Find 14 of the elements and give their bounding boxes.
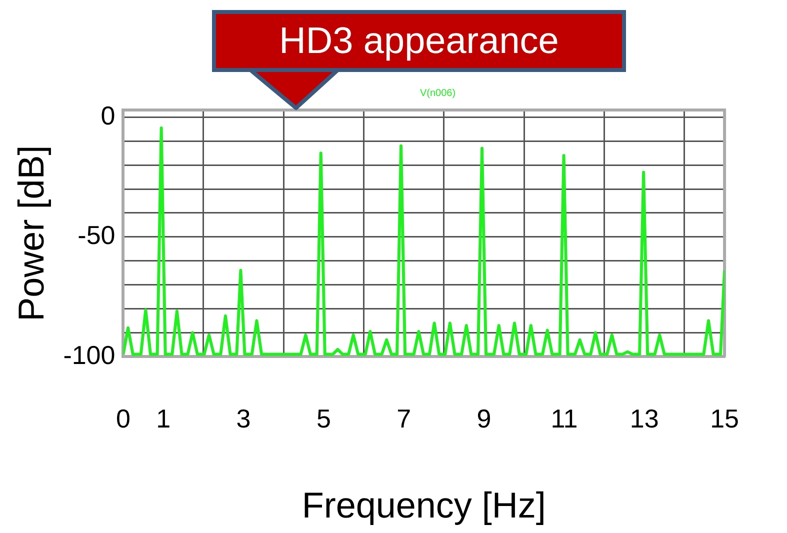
x-tick-label: 1 <box>156 403 171 434</box>
x-tick-label: 11 <box>550 403 578 434</box>
x-tick-label: 5 <box>316 403 331 434</box>
x-tick-label: 9 <box>476 403 492 434</box>
y-axis-title: Power [dB] <box>10 145 52 322</box>
x-tick-label: 7 <box>396 403 412 434</box>
text: V(n006) <box>420 88 456 99</box>
x-tick-label: 13 <box>630 403 659 434</box>
x-tick-label: 15 <box>710 403 739 434</box>
y-tick-label: -50 <box>78 220 116 250</box>
y-tick-label: -100 <box>63 340 116 370</box>
x-axis-title: Frequency [Hz] <box>302 484 546 526</box>
x-tick-label: 3 <box>236 403 251 434</box>
y-tick-label: 0 <box>100 100 116 130</box>
